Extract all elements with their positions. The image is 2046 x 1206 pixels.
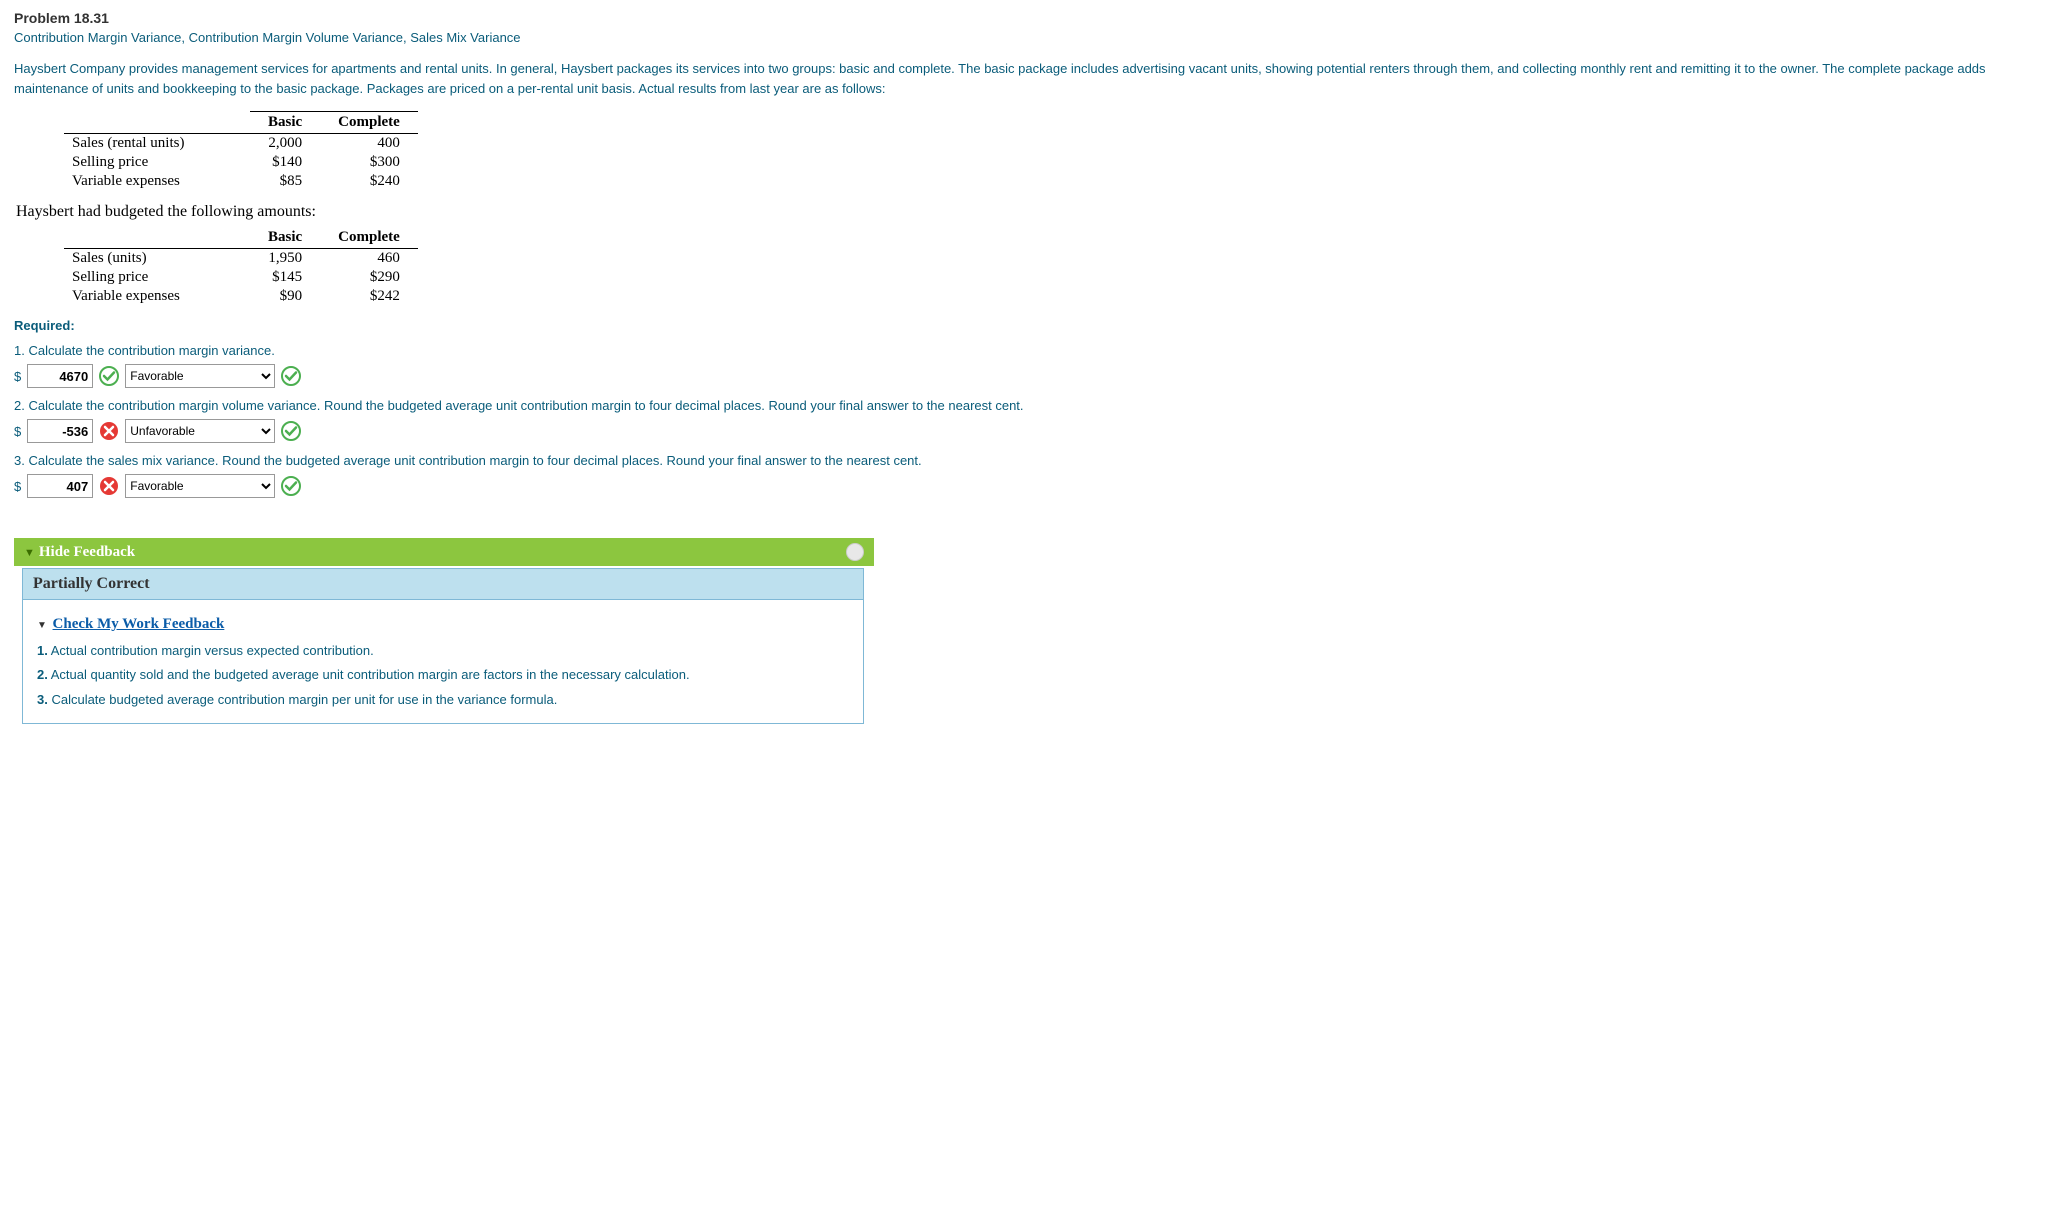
q3-favorable-select[interactable]: Favorable (125, 474, 275, 498)
feedback-line-1: 1. 1. Actual contribution margin versus … (37, 639, 849, 664)
answer-row-2: $ Unfavorable (14, 419, 2032, 443)
table-row: Sales (rental units) 2,000 400 (64, 134, 418, 154)
x-wrong-icon (99, 476, 119, 496)
x-wrong-icon (99, 421, 119, 441)
feedback-line-3: 3. Calculate budgeted average contributi… (37, 688, 849, 713)
triangle-down-icon: ▼ (37, 620, 47, 631)
q1-favorable-select[interactable]: Favorable (125, 364, 275, 388)
col-basic: Basic (250, 227, 320, 249)
feedback-body: ▼ Check My Work Feedback 1. 1. Actual co… (23, 600, 863, 723)
feedback-line-2: 2. Actual quantity sold and the budgeted… (37, 663, 849, 688)
q3-value-input[interactable] (27, 474, 93, 498)
budgeted-table: Basic Complete Sales (units) 1,950 460 S… (64, 227, 418, 306)
hide-feedback-label: Hide Feedback (39, 544, 135, 560)
between-tables-text: Haysbert had budgeted the following amou… (16, 203, 2032, 221)
checkmark-icon (99, 366, 119, 386)
question-1-text: 1. Calculate the contribution margin var… (14, 343, 2032, 358)
table-row: Selling price $145 $290 (64, 268, 418, 287)
feedback-box: Partially Correct ▼ Check My Work Feedba… (22, 568, 864, 724)
required-label: Required: (14, 318, 2032, 333)
dollar-sign: $ (14, 369, 21, 384)
table-row: Variable expenses $90 $242 (64, 287, 418, 306)
triangle-down-icon: ▼ (24, 547, 35, 559)
partial-correct-header: Partially Correct (23, 569, 863, 600)
check-my-work-link[interactable]: Check My Work Feedback (53, 616, 225, 632)
question-2-text: 2. Calculate the contribution margin vol… (14, 398, 2032, 413)
col-complete: Complete (320, 227, 418, 249)
table-row: Sales (units) 1,950 460 (64, 249, 418, 269)
col-basic: Basic (250, 112, 320, 134)
answer-row-1: $ Favorable (14, 364, 2032, 388)
actual-results-table: Basic Complete Sales (rental units) 2,00… (64, 111, 418, 191)
col-complete: Complete (320, 112, 418, 134)
problem-intro: Haysbert Company provides management ser… (14, 59, 2032, 99)
question-3-text: 3. Calculate the sales mix variance. Rou… (14, 453, 2032, 468)
problem-subtitle: Contribution Margin Variance, Contributi… (14, 30, 2032, 45)
dollar-sign: $ (14, 424, 21, 439)
table-row: Selling price $140 $300 (64, 153, 418, 172)
problem-number: Problem 18.31 (14, 10, 2032, 26)
dollar-sign: $ (14, 479, 21, 494)
q2-value-input[interactable] (27, 419, 93, 443)
checkmark-icon (281, 366, 301, 386)
answer-row-3: $ Favorable (14, 474, 2032, 498)
checkmark-icon (281, 421, 301, 441)
hide-feedback-bar[interactable]: ▼ Hide Feedback (14, 538, 874, 566)
feedback-round-button[interactable] (846, 543, 864, 561)
table-row: Variable expenses $85 $240 (64, 172, 418, 191)
q2-favorable-select[interactable]: Unfavorable (125, 419, 275, 443)
checkmark-icon (281, 476, 301, 496)
q1-value-input[interactable] (27, 364, 93, 388)
